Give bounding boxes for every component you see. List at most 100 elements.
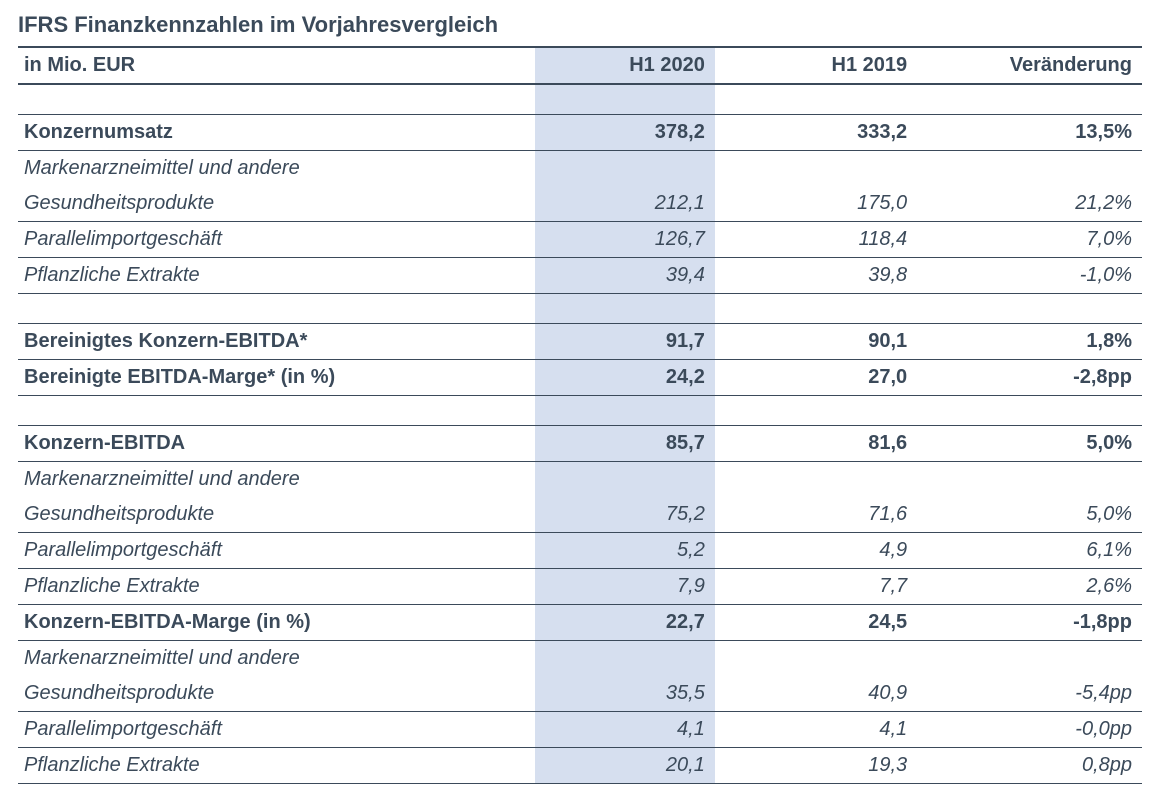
row-value: -1,0%: [917, 257, 1142, 293]
page-title: IFRS Finanzkennzahlen im Vorjahresvergle…: [18, 12, 1142, 38]
row-value: 7,9: [535, 568, 715, 604]
row-value: 4,1: [535, 711, 715, 747]
spacer-cell: [715, 293, 917, 323]
row-value: 24,2: [535, 359, 715, 395]
row-label: Markenarzneimittel und andere: [18, 461, 535, 497]
row-value: 126,7: [535, 221, 715, 257]
row-value: [535, 461, 715, 497]
spacer-cell: [715, 84, 917, 114]
table-row: Bereinigte EBITDA-Marge* (in %)24,227,0-…: [18, 359, 1142, 395]
row-value: 35,5: [535, 676, 715, 712]
table-row: Bereinigtes Konzern-EBITDA*91,790,11,8%: [18, 323, 1142, 359]
spacer-cell: [535, 84, 715, 114]
row-value: 1,8%: [917, 323, 1142, 359]
row-value: [535, 640, 715, 676]
row-label: Markenarzneimittel und andere: [18, 640, 535, 676]
row-value: 212,1: [535, 186, 715, 222]
table-spacer-row: [18, 84, 1142, 114]
row-label: Konzernumsatz: [18, 114, 535, 150]
table-body: Konzernumsatz378,2333,213,5%Markenarznei…: [18, 84, 1142, 783]
col-header-label: in Mio. EUR: [18, 47, 535, 84]
row-label: Gesundheitsprodukte: [18, 676, 535, 712]
table-spacer-row: [18, 293, 1142, 323]
row-label: Konzern-EBITDA-Marge (in %): [18, 604, 535, 640]
row-label: Bereinigtes Konzern-EBITDA*: [18, 323, 535, 359]
table-row: Konzernumsatz378,2333,213,5%: [18, 114, 1142, 150]
row-value: -0,0pp: [917, 711, 1142, 747]
spacer-cell: [917, 293, 1142, 323]
table-row: Konzern-EBITDA85,781,65,0%: [18, 425, 1142, 461]
spacer-cell: [715, 395, 917, 425]
row-value: 39,8: [715, 257, 917, 293]
spacer-cell: [18, 293, 535, 323]
row-value: 40,9: [715, 676, 917, 712]
spacer-cell: [917, 84, 1142, 114]
row-value: 81,6: [715, 425, 917, 461]
table-row: Markenarzneimittel und andere: [18, 640, 1142, 676]
row-value: [917, 640, 1142, 676]
row-value: [535, 150, 715, 186]
row-value: -2,8pp: [917, 359, 1142, 395]
row-value: 39,4: [535, 257, 715, 293]
row-value: 7,0%: [917, 221, 1142, 257]
row-value: 75,2: [535, 497, 715, 533]
row-value: 5,2: [535, 532, 715, 568]
row-value: 71,6: [715, 497, 917, 533]
table-row: Konzern-EBITDA-Marge (in %)22,724,5-1,8p…: [18, 604, 1142, 640]
row-value: [715, 150, 917, 186]
row-label: Parallelimportgeschäft: [18, 221, 535, 257]
row-label: Gesundheitsprodukte: [18, 497, 535, 533]
spacer-cell: [18, 395, 535, 425]
spacer-cell: [535, 395, 715, 425]
table-row: Parallelimportgeschäft4,14,1-0,0pp: [18, 711, 1142, 747]
financials-table: in Mio. EUR H1 2020 H1 2019 Veränderung …: [18, 46, 1142, 784]
row-value: -1,8pp: [917, 604, 1142, 640]
table-row: Parallelimportgeschäft126,7118,47,0%: [18, 221, 1142, 257]
row-value: 20,1: [535, 747, 715, 783]
row-value: 5,0%: [917, 425, 1142, 461]
row-value: 175,0: [715, 186, 917, 222]
table-header-row: in Mio. EUR H1 2020 H1 2019 Veränderung: [18, 47, 1142, 84]
table-row: Pflanzliche Extrakte39,439,8-1,0%: [18, 257, 1142, 293]
col-header-change: Veränderung: [917, 47, 1142, 84]
row-label: Pflanzliche Extrakte: [18, 257, 535, 293]
table-row: Parallelimportgeschäft5,24,96,1%: [18, 532, 1142, 568]
row-value: 85,7: [535, 425, 715, 461]
table-row: Gesundheitsprodukte75,271,65,0%: [18, 497, 1142, 533]
row-value: [917, 461, 1142, 497]
row-value: 378,2: [535, 114, 715, 150]
row-label: Pflanzliche Extrakte: [18, 747, 535, 783]
table-row: Gesundheitsprodukte212,1175,021,2%: [18, 186, 1142, 222]
row-label: Parallelimportgeschäft: [18, 711, 535, 747]
row-value: 4,9: [715, 532, 917, 568]
table-row: Markenarzneimittel und andere: [18, 150, 1142, 186]
row-value: -5,4pp: [917, 676, 1142, 712]
row-value: [715, 461, 917, 497]
row-label: Gesundheitsprodukte: [18, 186, 535, 222]
row-label: Markenarzneimittel und andere: [18, 150, 535, 186]
row-value: 118,4: [715, 221, 917, 257]
col-header-h1-2020: H1 2020: [535, 47, 715, 84]
table-row: Gesundheitsprodukte35,540,9-5,4pp: [18, 676, 1142, 712]
row-label: Pflanzliche Extrakte: [18, 568, 535, 604]
row-value: 6,1%: [917, 532, 1142, 568]
row-value: 90,1: [715, 323, 917, 359]
row-value: 24,5: [715, 604, 917, 640]
row-label: Konzern-EBITDA: [18, 425, 535, 461]
row-value: 333,2: [715, 114, 917, 150]
col-header-h1-2019: H1 2019: [715, 47, 917, 84]
table-spacer-row: [18, 395, 1142, 425]
row-value: 19,3: [715, 747, 917, 783]
row-label: Bereinigte EBITDA-Marge* (in %): [18, 359, 535, 395]
row-value: 27,0: [715, 359, 917, 395]
table-row: Markenarzneimittel und andere: [18, 461, 1142, 497]
row-value: 5,0%: [917, 497, 1142, 533]
row-value: [715, 640, 917, 676]
table-row: Pflanzliche Extrakte7,97,72,6%: [18, 568, 1142, 604]
spacer-cell: [917, 395, 1142, 425]
row-value: 13,5%: [917, 114, 1142, 150]
row-value: 4,1: [715, 711, 917, 747]
row-value: 21,2%: [917, 186, 1142, 222]
row-value: 7,7: [715, 568, 917, 604]
row-value: [917, 150, 1142, 186]
